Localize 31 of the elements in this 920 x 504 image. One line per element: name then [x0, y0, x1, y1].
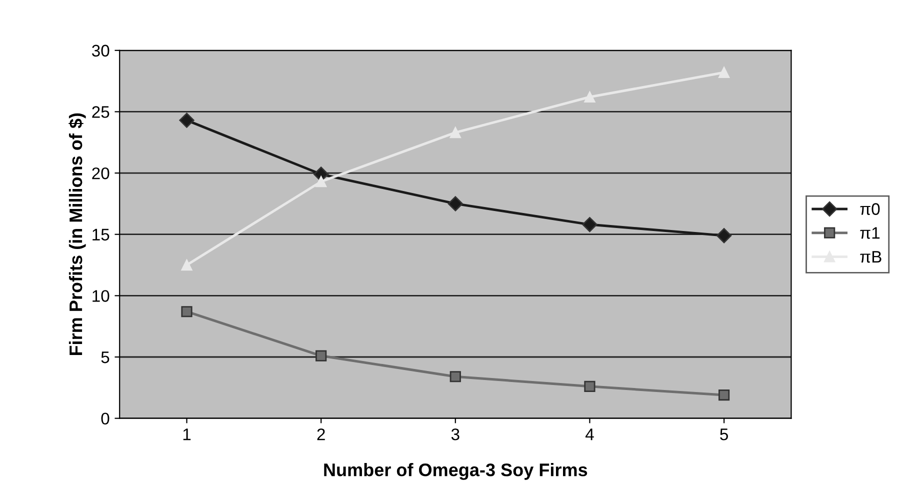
point — [582, 216, 598, 232]
x-tick-label: 5 — [720, 428, 728, 440]
x-tick-label: 3 — [451, 428, 460, 440]
point — [584, 380, 596, 392]
y-tick-label: 5 — [101, 352, 110, 364]
point — [718, 389, 730, 401]
y-tick-label: 10 — [92, 290, 110, 302]
y-tick-label: 0 — [101, 412, 110, 425]
point — [718, 66, 730, 78]
y-tick-label: 20 — [92, 167, 110, 180]
point — [179, 112, 194, 128]
x-tick-label: 1 — [183, 428, 191, 440]
legend-label: πB — [860, 251, 882, 263]
point — [716, 228, 732, 244]
point — [448, 196, 463, 212]
point — [450, 127, 461, 138]
legend-label: π0 — [860, 203, 880, 215]
point — [584, 91, 596, 103]
point — [181, 306, 192, 318]
x-tick-label: 2 — [317, 428, 325, 440]
x-axis-title: Number of Omega-3 Soy Firms — [324, 463, 588, 480]
y-tick-label: 15 — [92, 228, 110, 241]
legend-label: π1 — [860, 227, 880, 239]
x-tick-label: 4 — [585, 428, 594, 440]
point — [316, 176, 327, 188]
point — [181, 259, 192, 271]
y-tick-label: 25 — [92, 106, 110, 118]
point — [316, 350, 327, 362]
y-tick-label: 30 — [92, 44, 110, 57]
point — [450, 371, 461, 382]
y-axis-title: Firm Profits (in Millions of $) — [68, 113, 86, 356]
